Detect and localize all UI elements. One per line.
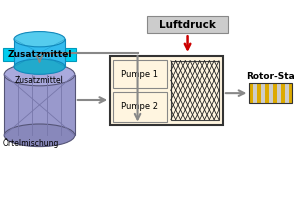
Ellipse shape: [14, 32, 65, 47]
Bar: [273, 83, 277, 103]
Bar: [113, 60, 167, 88]
Bar: [269, 83, 273, 103]
Text: Zusatzmittel: Zusatzmittel: [7, 50, 72, 59]
Bar: [257, 83, 261, 103]
Bar: [289, 83, 292, 103]
Ellipse shape: [14, 59, 65, 74]
Text: Rotor-Sta: Rotor-Sta: [247, 72, 295, 81]
Ellipse shape: [4, 124, 75, 147]
Text: Zusatzmittel: Zusatzmittel: [15, 76, 64, 85]
FancyBboxPatch shape: [3, 48, 76, 61]
Bar: [253, 83, 257, 103]
Bar: [249, 83, 292, 103]
Text: Örtelmischung: Örtelmischung: [2, 138, 58, 148]
Ellipse shape: [4, 63, 75, 86]
Bar: [261, 83, 265, 103]
Bar: [110, 56, 223, 125]
Bar: [285, 83, 289, 103]
Bar: [4, 75, 75, 135]
Bar: [113, 92, 167, 122]
FancyBboxPatch shape: [147, 16, 228, 33]
Text: Pumpe 1: Pumpe 1: [121, 70, 158, 79]
Bar: [265, 83, 269, 103]
Bar: [171, 61, 219, 120]
Bar: [281, 83, 285, 103]
Bar: [277, 83, 281, 103]
Bar: [14, 39, 65, 67]
Text: Pumpe 2: Pumpe 2: [121, 102, 158, 111]
Bar: [249, 83, 253, 103]
Text: Luftdruck: Luftdruck: [159, 20, 216, 30]
